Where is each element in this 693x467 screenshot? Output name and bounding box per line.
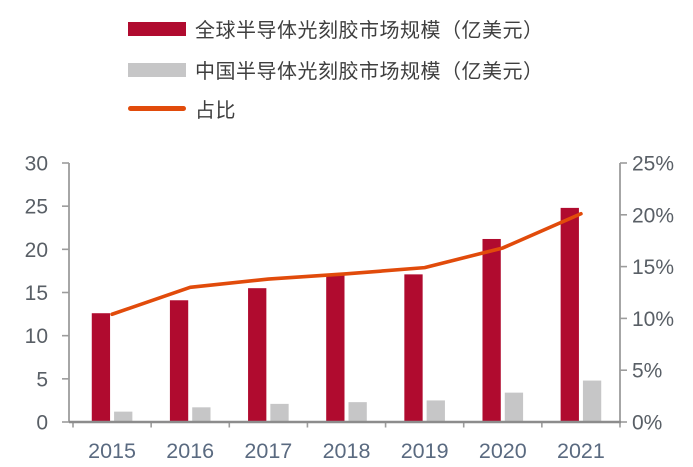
legend-item-global: 全球半导体光刻胶市场规模（亿美元） [128, 15, 544, 42]
bar-global [248, 288, 267, 422]
bar-global [169, 300, 189, 422]
bar-global [326, 275, 345, 422]
legend-label-ratio: 占比 [195, 100, 236, 122]
legend-swatch-china-bar [128, 62, 186, 77]
right-axis-label: 5% [632, 360, 662, 383]
right-axis-label: 0% [632, 412, 662, 435]
legend-item-china: 中国半导体光刻胶市场规模（亿美元） [128, 56, 544, 83]
bar-global [91, 313, 111, 422]
bar-china [504, 392, 524, 422]
legend-swatch-ratio-line [128, 106, 186, 111]
right-axis-label: 10% [632, 308, 674, 331]
legend-label-global: 全球半导体光刻胶市场规模（亿美元） [195, 20, 544, 42]
bar-global [404, 274, 423, 422]
x-axis-label: 2016 [166, 439, 214, 463]
bar-china [348, 402, 367, 422]
bar-china [426, 400, 445, 422]
x-axis-label: 2015 [88, 439, 136, 463]
right-axis-label: 15% [632, 256, 674, 279]
left-axis-label: 0 [36, 412, 48, 435]
left-axis-label: 30 [25, 153, 48, 176]
left-axis-label: 10 [25, 325, 48, 348]
x-axis-label: 2019 [401, 439, 449, 463]
x-axis-label: 2020 [479, 439, 527, 463]
ratio-line [110, 211, 583, 317]
bar-china [192, 407, 211, 422]
x-axis-label: 2017 [244, 439, 292, 463]
left-axis-label: 25 [25, 196, 48, 219]
bar-global [482, 238, 501, 422]
bar-global [560, 207, 579, 422]
x-axis-label: 2021 [557, 439, 605, 463]
bar-china [114, 411, 133, 422]
left-axis-label: 15 [25, 282, 48, 305]
legend-swatch-global-bar [128, 21, 186, 36]
x-axis-label: 2018 [323, 439, 371, 463]
legend-label-china: 中国半导体光刻胶市场规模（亿美元） [195, 61, 544, 83]
right-axis-label: 25% [632, 153, 674, 176]
legend-item-ratio: 占比 [128, 95, 236, 122]
bar-china [270, 403, 289, 422]
left-axis-label: 5 [36, 368, 48, 391]
right-axis-label: 20% [632, 204, 674, 227]
bar-china [582, 380, 602, 422]
left-axis-label: 20 [25, 239, 48, 262]
